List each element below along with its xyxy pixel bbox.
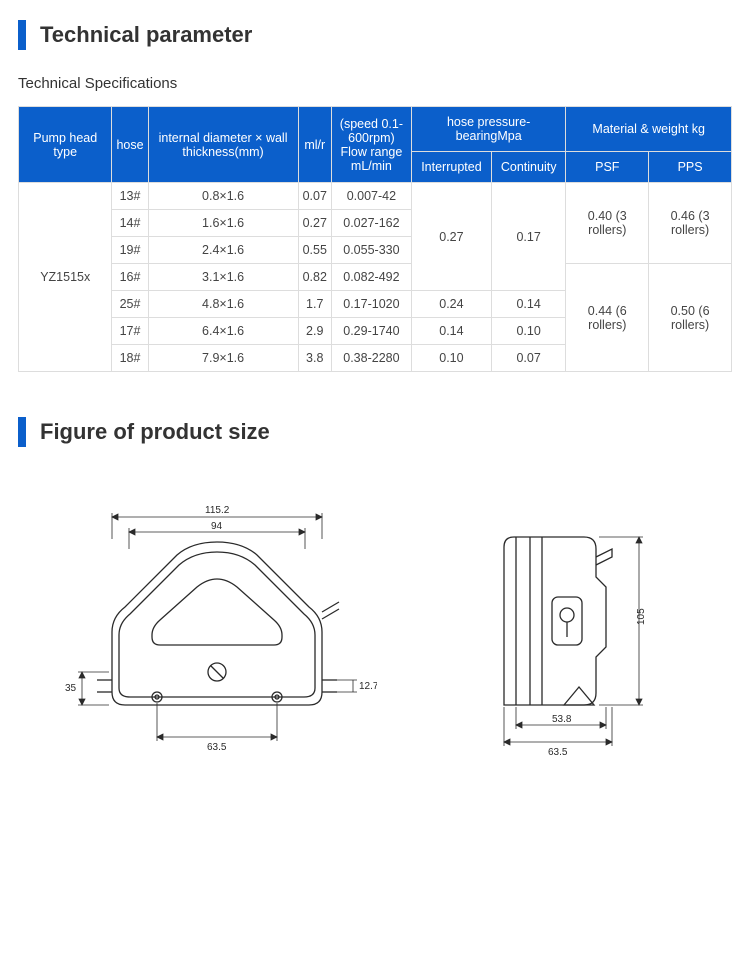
section-header-figure: Figure of product size [18, 417, 732, 447]
cell: 0.82 [298, 264, 331, 291]
cell: 19# [112, 237, 148, 264]
cell: 6.4×1.6 [148, 318, 298, 345]
cell: 0.27 [298, 210, 331, 237]
dim-label: 12.7 [359, 681, 377, 692]
front-view-diagram: 115.2 94 35 63.5 12.7 [57, 487, 377, 767]
col-pressure: hose pressure-bearingMpa [411, 107, 565, 152]
cell: 0.17-1020 [331, 291, 411, 318]
table-row: YZ1515x 13# 0.8×1.6 0.07 0.007-42 0.27 0… [19, 183, 732, 210]
accent-bar [18, 417, 26, 447]
cell: 0.55 [298, 237, 331, 264]
cell: 16# [112, 264, 148, 291]
cell: 4.8×1.6 [148, 291, 298, 318]
spec-table: Pump head type hose internal diameter × … [18, 106, 732, 372]
side-view-diagram: 105 53.8 63.5 [434, 487, 694, 767]
dim-label: 115.2 [205, 505, 230, 516]
dim-label: 53.8 [552, 714, 572, 725]
section-subtitle: Technical Specifications [18, 75, 732, 92]
cell: 0.14 [491, 291, 565, 318]
cell: 25# [112, 291, 148, 318]
col-pump-head: Pump head type [19, 107, 112, 183]
cell: 18# [112, 345, 148, 372]
cell: 13# [112, 183, 148, 210]
cell: 0.8×1.6 [148, 183, 298, 210]
cell: 17# [112, 318, 148, 345]
col-interrupted: Interrupted [411, 152, 491, 183]
cell: 0.007-42 [331, 183, 411, 210]
accent-bar [18, 20, 26, 50]
cell: 0.24 [411, 291, 491, 318]
cell-psf-top: 0.40 (3 rollers) [566, 183, 649, 264]
dim-label: 105 [636, 608, 647, 625]
diagram-container: 115.2 94 35 63.5 12.7 [18, 487, 732, 767]
col-material: Material & weight kg [566, 107, 732, 152]
col-pps: PPS [649, 152, 732, 183]
section-title: Technical parameter [40, 22, 252, 48]
cell-pps-bot: 0.50 (6 rollers) [649, 264, 732, 372]
cell: 0.082-492 [331, 264, 411, 291]
cell: 0.07 [491, 345, 565, 372]
col-diameter: internal diameter × wall thickness(mm) [148, 107, 298, 183]
cell-intr-top: 0.27 [411, 183, 491, 291]
cell: 14# [112, 210, 148, 237]
cell: 0.10 [491, 318, 565, 345]
cell-pps-top: 0.46 (3 rollers) [649, 183, 732, 264]
cell: 1.6×1.6 [148, 210, 298, 237]
cell-psf-bot: 0.44 (6 rollers) [566, 264, 649, 372]
cell-cont-top: 0.17 [491, 183, 565, 291]
cell: 7.9×1.6 [148, 345, 298, 372]
dim-label: 63.5 [548, 747, 568, 758]
dim-label: 35 [65, 683, 77, 694]
cell: 0.14 [411, 318, 491, 345]
col-hose: hose [112, 107, 148, 183]
cell: 3.8 [298, 345, 331, 372]
cell: 0.07 [298, 183, 331, 210]
cell: 0.10 [411, 345, 491, 372]
col-psf: PSF [566, 152, 649, 183]
dim-label: 94 [211, 521, 223, 532]
section-header-technical: Technical parameter [18, 20, 732, 50]
table-row: 16# 3.1×1.6 0.82 0.082-492 0.44 (6 rolle… [19, 264, 732, 291]
cell: 0.38-2280 [331, 345, 411, 372]
cell: 0.29-1740 [331, 318, 411, 345]
col-flow: (speed 0.1-600rpm) Flow range mL/min [331, 107, 411, 183]
cell-pump-head: YZ1515x [19, 183, 112, 372]
cell: 2.9 [298, 318, 331, 345]
cell: 3.1×1.6 [148, 264, 298, 291]
cell: 1.7 [298, 291, 331, 318]
cell: 2.4×1.6 [148, 237, 298, 264]
section-title-2: Figure of product size [40, 419, 270, 445]
cell: 0.027-162 [331, 210, 411, 237]
col-mlr: ml/r [298, 107, 331, 183]
dim-label: 63.5 [207, 742, 227, 753]
cell: 0.055-330 [331, 237, 411, 264]
col-continuity: Continuity [491, 152, 565, 183]
